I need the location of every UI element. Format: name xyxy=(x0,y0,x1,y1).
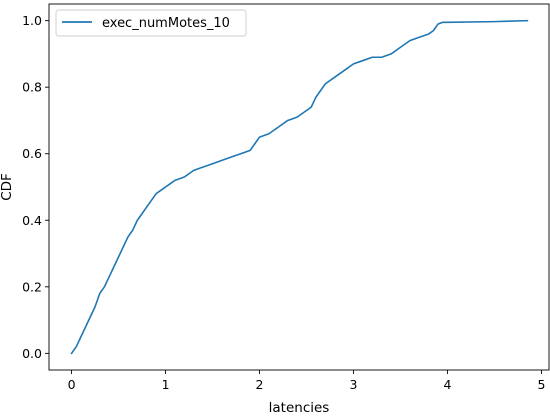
y-tick-label: 0.8 xyxy=(22,80,42,95)
x-axis-ticks: 0 1 2 3 4 5 xyxy=(68,370,546,392)
x-tick-label: 5 xyxy=(538,377,546,392)
legend-box xyxy=(55,9,247,37)
cdf-line xyxy=(70,19,529,355)
x-axis-label: latencies xyxy=(269,400,330,416)
y-axis-ticks: 0.0 0.2 0.4 0.6 0.8 1.0 xyxy=(22,13,49,361)
legend: exec_numMotes_10 xyxy=(55,9,247,37)
y-axis-label: CDF xyxy=(0,173,15,201)
x-tick-label: 0 xyxy=(68,377,76,392)
y-tick-label: 0.6 xyxy=(22,146,42,161)
plot-frame xyxy=(48,3,550,371)
y-tick-label: 0.2 xyxy=(22,279,42,294)
y-tick-label: 1.0 xyxy=(22,13,42,28)
x-tick-label: 2 xyxy=(256,377,264,392)
x-tick-label: 3 xyxy=(350,377,358,392)
plot-area xyxy=(49,4,549,370)
legend-label: exec_numMotes_10 xyxy=(102,16,230,31)
x-tick-label: 4 xyxy=(444,377,452,392)
x-tick-label: 1 xyxy=(162,377,170,392)
y-tick-label: 0.0 xyxy=(22,346,42,361)
y-tick-label: 0.4 xyxy=(22,213,42,228)
